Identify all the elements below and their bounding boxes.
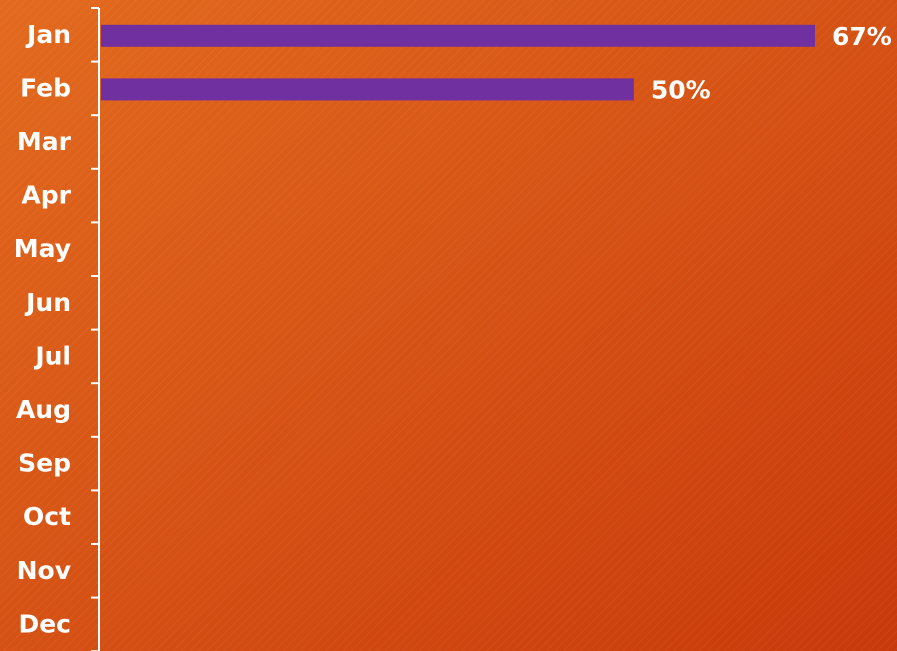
y-axis	[91, 7, 100, 651]
y-tick-label: Jan	[25, 20, 71, 49]
y-tick-label: Apr	[21, 181, 71, 210]
y-tick-label: Jul	[33, 341, 71, 370]
data-label: 50%	[651, 75, 711, 104]
category-labels: Jan Feb Mar Apr May Jun Jul Aug Sep Oct Nov Dec	[14, 20, 72, 639]
y-tick-label: Jun	[24, 288, 71, 317]
bar	[101, 78, 634, 101]
bar	[101, 24, 815, 47]
y-tick-label: Feb	[20, 73, 71, 102]
data-label: 67%	[832, 22, 892, 51]
y-tick-label: Aug	[16, 395, 71, 424]
y-tick-label: Oct	[23, 502, 71, 531]
y-tick-label: Mar	[17, 127, 72, 156]
y-tick-label: May	[14, 234, 71, 263]
y-tick-label: Sep	[18, 449, 71, 478]
y-tick-label: Dec	[18, 609, 71, 638]
bar-series: 67% 50%	[101, 22, 892, 104]
y-tick-label: Nov	[17, 556, 71, 585]
